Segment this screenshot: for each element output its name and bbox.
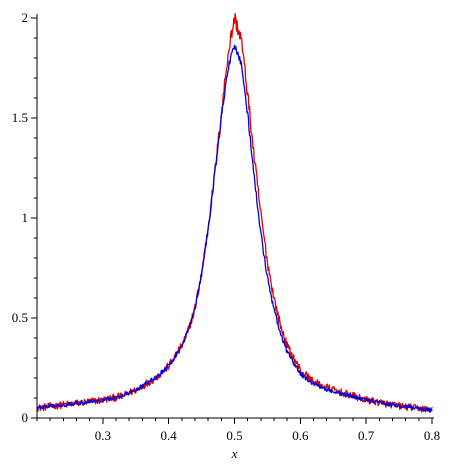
series-layer (36, 13, 433, 414)
x-tick-label: 0.6 (292, 428, 309, 443)
axes-layer (36, 14, 434, 419)
ticks-layer: 0.3 0.4 0.5 0.6 0.7 0.8 0 0.5 1 1.5 2 (12, 10, 440, 443)
series-line-2 (36, 44, 433, 413)
series-line-1 (36, 13, 433, 414)
y-tick-label: 0 (22, 410, 29, 425)
x-tick-label: 0.3 (95, 428, 111, 443)
y-tick-label: 1 (22, 210, 29, 225)
x-axis-title: x (231, 446, 238, 461)
y-tick-label: 1.5 (12, 110, 28, 125)
y-tick-label: 0.5 (12, 310, 28, 325)
x-tick-label: 0.5 (226, 428, 242, 443)
x-tick-label: 0.4 (161, 428, 178, 443)
y-tick-label: 2 (22, 10, 29, 25)
x-tick-label: 0.7 (358, 428, 375, 443)
x-tick-label: 0.8 (424, 428, 440, 443)
